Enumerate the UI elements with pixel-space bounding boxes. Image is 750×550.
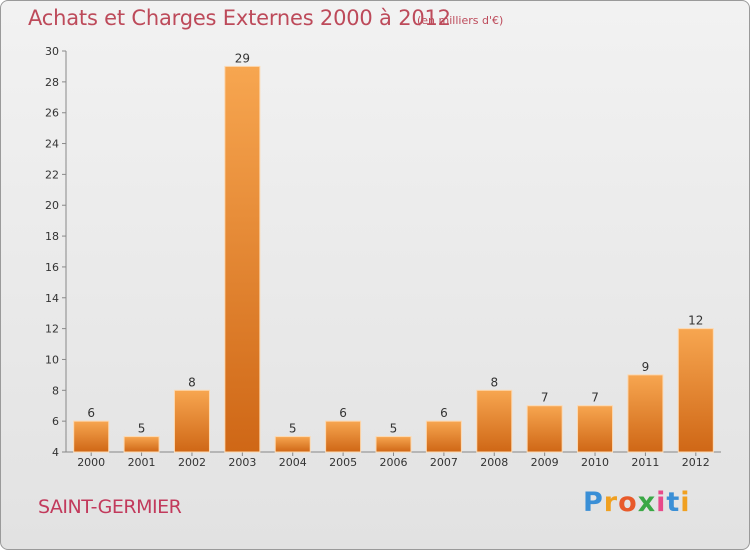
- bar-2009: [526, 405, 563, 453]
- bar-2012: [677, 328, 714, 453]
- bar-2000: [73, 420, 110, 453]
- y-tick-label: 12: [45, 323, 59, 336]
- x-tick-label: 2002: [178, 456, 206, 469]
- x-tick-label: 2011: [631, 456, 659, 469]
- x-tick-label: 2012: [682, 456, 710, 469]
- bar-2005: [325, 420, 362, 453]
- bar-2008: [476, 389, 513, 453]
- bar-value-label: 29: [235, 51, 250, 65]
- y-tick-label: 28: [45, 76, 59, 89]
- bar-2003: [224, 65, 261, 453]
- x-tick-label: 2006: [380, 456, 408, 469]
- bar-2006: [375, 436, 412, 453]
- bar-value-label: 8: [490, 375, 498, 389]
- logo-letter: t: [666, 487, 681, 518]
- logo-letter: x: [637, 487, 657, 518]
- y-tick-label: 16: [45, 261, 59, 274]
- bar-2007: [425, 420, 462, 453]
- bar-2004: [274, 436, 311, 453]
- bar-value-label: 5: [289, 422, 297, 436]
- logo-letter: o: [618, 487, 638, 518]
- y-tick-label: 26: [45, 107, 59, 120]
- y-tick-label: 30: [45, 45, 59, 58]
- bar-value-label: 5: [390, 422, 398, 436]
- x-tick-label: 2010: [581, 456, 609, 469]
- bar-value-label: 5: [138, 422, 146, 436]
- x-tick-label: 2009: [531, 456, 559, 469]
- y-tick-label: 8: [52, 384, 59, 397]
- bar-value-label: 6: [440, 406, 448, 420]
- place-name: SAINT-GERMIER: [38, 496, 182, 518]
- proxiti-logo: Proxiti: [583, 487, 691, 518]
- y-tick-label: 4: [52, 446, 59, 459]
- bar-value-label: 12: [688, 314, 703, 328]
- chart-title: Achats et Charges Externes 2000 à 2012: [28, 6, 451, 30]
- y-tick-label: 20: [45, 199, 59, 212]
- logo-letter: P: [583, 487, 604, 518]
- logo-letter: r: [603, 487, 619, 518]
- bar-2011: [627, 374, 664, 453]
- bar-value-label: 7: [541, 391, 549, 405]
- bar-2002: [173, 389, 210, 453]
- bar-value-label: 6: [339, 406, 347, 420]
- bar-2001: [123, 436, 160, 453]
- y-tick-label: 22: [45, 168, 59, 181]
- x-tick-label: 2008: [480, 456, 508, 469]
- y-tick-label: 10: [45, 353, 59, 366]
- y-tick-label: 14: [45, 292, 59, 305]
- x-tick-label: 2005: [329, 456, 357, 469]
- bar-value-label: 9: [642, 360, 650, 374]
- bar-value-label: 6: [87, 406, 95, 420]
- x-tick-label: 2004: [279, 456, 307, 469]
- y-tick-label: 18: [45, 230, 59, 243]
- bar-2010: [577, 405, 614, 453]
- logo-letter: i: [680, 487, 691, 518]
- x-tick-label: 2000: [77, 456, 105, 469]
- logo-letter: i: [656, 487, 667, 518]
- x-tick-label: 2001: [128, 456, 156, 469]
- y-tick-label: 24: [45, 138, 59, 151]
- bar-value-label: 8: [188, 375, 196, 389]
- x-tick-label: 2003: [228, 456, 256, 469]
- y-tick-label: 6: [52, 415, 59, 428]
- bar-value-label: 7: [591, 391, 599, 405]
- x-tick-label: 2007: [430, 456, 458, 469]
- chart-subtitle: (en milliers d'€): [417, 14, 504, 27]
